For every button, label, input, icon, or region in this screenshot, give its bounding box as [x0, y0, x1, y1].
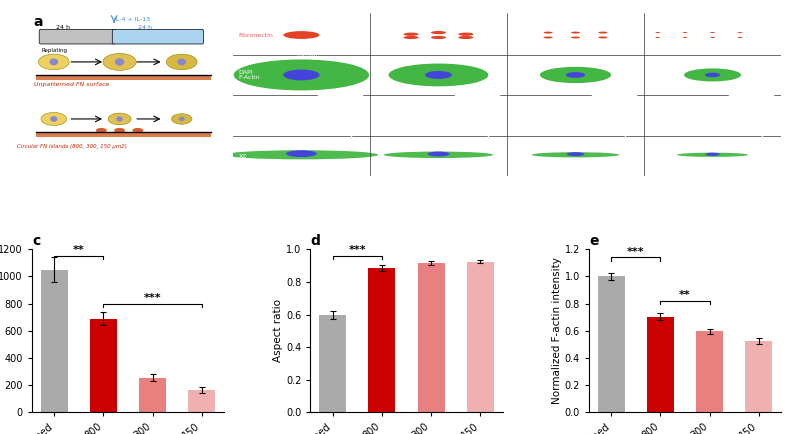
Bar	[467, 262, 494, 412]
Ellipse shape	[567, 152, 584, 156]
Ellipse shape	[286, 150, 316, 157]
FancyBboxPatch shape	[112, 30, 204, 44]
Ellipse shape	[132, 128, 143, 133]
Ellipse shape	[683, 32, 688, 33]
Ellipse shape	[179, 117, 185, 121]
Text: **: **	[679, 290, 691, 300]
Ellipse shape	[96, 128, 107, 133]
Text: XY: XY	[238, 112, 246, 117]
Ellipse shape	[116, 116, 123, 122]
Text: Fibronectin: Fibronectin	[238, 33, 273, 37]
Ellipse shape	[49, 59, 58, 66]
Ellipse shape	[103, 53, 136, 70]
Ellipse shape	[38, 54, 69, 70]
Text: IL-4 + IL-13: IL-4 + IL-13	[114, 17, 150, 22]
Y-axis label: Normalized F-actin intensity: Normalized F-actin intensity	[552, 257, 562, 404]
Ellipse shape	[383, 151, 493, 158]
Text: ***: ***	[143, 293, 161, 303]
Ellipse shape	[283, 31, 320, 39]
Ellipse shape	[458, 33, 473, 36]
Ellipse shape	[683, 37, 688, 38]
Ellipse shape	[540, 67, 611, 83]
Ellipse shape	[41, 112, 67, 125]
Ellipse shape	[115, 58, 124, 66]
Text: XZ: XZ	[238, 154, 247, 159]
Bar	[598, 276, 625, 412]
Ellipse shape	[114, 128, 125, 133]
Ellipse shape	[532, 152, 619, 158]
Ellipse shape	[171, 114, 192, 124]
Ellipse shape	[705, 72, 720, 77]
Text: c: c	[32, 234, 40, 248]
Text: Circular FN Islands (800, 300, 150 μm2): Circular FN Islands (800, 300, 150 μm2)	[18, 144, 127, 149]
Ellipse shape	[737, 32, 742, 33]
Ellipse shape	[684, 69, 741, 82]
Ellipse shape	[225, 150, 378, 159]
Ellipse shape	[599, 32, 607, 33]
Ellipse shape	[167, 54, 197, 70]
Text: **: **	[73, 245, 84, 255]
Ellipse shape	[458, 36, 473, 39]
Bar	[418, 263, 445, 412]
Ellipse shape	[710, 37, 715, 38]
Text: 800 μm²: 800 μm²	[421, 18, 456, 27]
Ellipse shape	[705, 153, 720, 156]
Y-axis label: Aspect ratio: Aspect ratio	[273, 299, 283, 362]
Text: ***: ***	[627, 247, 645, 256]
Ellipse shape	[710, 32, 715, 33]
Ellipse shape	[571, 36, 580, 39]
Text: Unpatterned: Unpatterned	[275, 18, 328, 27]
Ellipse shape	[677, 153, 748, 157]
Bar	[745, 341, 772, 412]
Bar	[647, 316, 674, 412]
Text: 24 h: 24 h	[56, 25, 70, 30]
Bar	[319, 316, 346, 412]
Text: d: d	[310, 234, 320, 248]
Ellipse shape	[571, 32, 580, 33]
Ellipse shape	[655, 32, 660, 33]
Text: 100 μm: 100 μm	[296, 53, 317, 58]
Text: e: e	[589, 234, 599, 248]
Ellipse shape	[431, 36, 446, 39]
FancyBboxPatch shape	[39, 30, 116, 44]
Text: Unpatterned FN surface: Unpatterned FN surface	[34, 82, 110, 87]
Ellipse shape	[425, 71, 452, 79]
Ellipse shape	[403, 33, 418, 36]
Bar	[90, 319, 117, 412]
Bar	[139, 378, 166, 412]
Ellipse shape	[431, 31, 446, 34]
Bar	[188, 390, 215, 412]
Text: 300 μm²: 300 μm²	[558, 18, 593, 27]
Ellipse shape	[544, 32, 552, 33]
Text: 24 h: 24 h	[138, 25, 152, 30]
Text: a: a	[33, 16, 43, 30]
Text: ***: ***	[348, 245, 366, 255]
Bar	[696, 332, 723, 412]
Ellipse shape	[427, 151, 450, 156]
Ellipse shape	[389, 63, 489, 86]
Ellipse shape	[177, 59, 186, 66]
Ellipse shape	[655, 37, 660, 38]
Ellipse shape	[599, 36, 607, 39]
FancyBboxPatch shape	[36, 75, 211, 80]
Ellipse shape	[566, 72, 585, 78]
Text: Replating: Replating	[41, 48, 67, 53]
Ellipse shape	[403, 36, 418, 39]
Ellipse shape	[283, 69, 320, 80]
Text: DAPI
F-Actin: DAPI F-Actin	[238, 69, 260, 80]
Text: b: b	[238, 16, 248, 30]
Text: 150 μm²: 150 μm²	[695, 18, 730, 27]
Bar	[41, 270, 68, 412]
Ellipse shape	[108, 113, 131, 125]
Ellipse shape	[737, 37, 742, 38]
Ellipse shape	[544, 36, 552, 39]
Ellipse shape	[234, 59, 369, 90]
Ellipse shape	[50, 116, 57, 122]
FancyBboxPatch shape	[36, 132, 211, 137]
Bar	[368, 268, 395, 412]
